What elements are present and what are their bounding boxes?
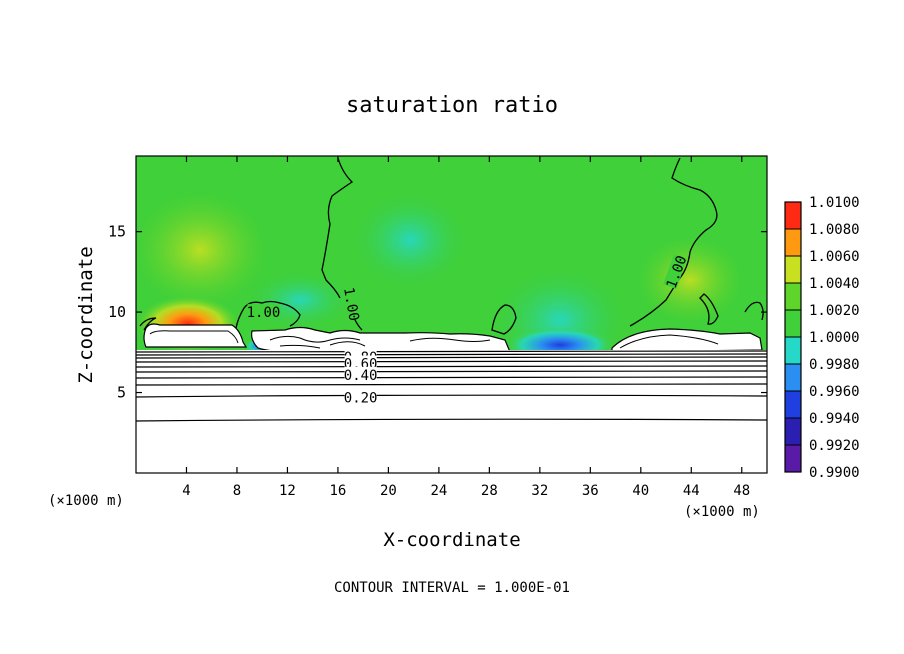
x-tick-label: 48 bbox=[733, 483, 750, 499]
x-tick-label: 28 bbox=[481, 483, 498, 499]
colorbar-label: 0.9920 bbox=[809, 438, 860, 454]
colorbar-segment bbox=[785, 337, 801, 365]
y-tick-label: 5 bbox=[117, 384, 126, 402]
contour-label-bg bbox=[663, 254, 688, 289]
lower-contour-lines bbox=[136, 350, 767, 422]
y-tick-label: 10 bbox=[108, 303, 126, 321]
plot-frame bbox=[135, 155, 768, 474]
colorbar-segment bbox=[785, 202, 801, 230]
x-tick-label: 4 bbox=[182, 483, 190, 499]
colorbar-segment bbox=[785, 418, 801, 446]
cloud-inner-contours bbox=[149, 330, 719, 349]
colorbar-label: 1.0060 bbox=[809, 249, 860, 265]
contour-label-bg bbox=[344, 389, 377, 404]
field-yellow-region bbox=[136, 190, 270, 310]
contour-labels: 1.001.001.000.800.600.400.20 bbox=[247, 254, 691, 407]
colorbar-label: 1.0020 bbox=[809, 303, 860, 319]
contour-label-bg bbox=[344, 366, 377, 381]
contour-label: 0.40 bbox=[344, 368, 378, 384]
plot-area bbox=[136, 156, 767, 473]
colorbar-segment bbox=[785, 445, 801, 473]
x-tick-label: 20 bbox=[380, 483, 397, 499]
x-unit-label-left: (×1000 m) bbox=[48, 493, 124, 509]
y-axis-label: Z-coordinate bbox=[75, 246, 97, 383]
colorbar-label: 0.9980 bbox=[809, 357, 860, 373]
colorbar-segment bbox=[785, 391, 801, 419]
x-axis: 4 8 12 16 20 24 28 32 36 40 44 48 bbox=[182, 156, 750, 499]
colorbar-label: 1.0000 bbox=[809, 330, 860, 346]
contour-label-bg bbox=[343, 286, 363, 321]
colorbar-segment bbox=[785, 283, 801, 311]
contour-label: 1.00 bbox=[340, 286, 362, 322]
contour-lines-1.00 bbox=[139, 157, 764, 335]
colorbar-segment bbox=[785, 310, 801, 338]
colorbar: 0.9900 0.9920 0.9940 0.9960 0.9980 1.0000 1.00… bbox=[784, 195, 860, 481]
colorbar-label: 0.9900 bbox=[809, 465, 860, 481]
colorbar-label: 1.0040 bbox=[809, 276, 860, 292]
contour-label: 0.20 bbox=[344, 390, 378, 406]
x-axis-label: X-coordinate bbox=[383, 529, 520, 551]
x-tick-label: 24 bbox=[430, 483, 447, 499]
x-tick-label: 8 bbox=[233, 483, 241, 499]
y-tick-label: 15 bbox=[108, 223, 126, 241]
colorbar-label: 0.9960 bbox=[809, 384, 860, 400]
colorbar-label: 0.9940 bbox=[809, 411, 860, 427]
x-tick-label: 16 bbox=[329, 483, 346, 499]
field-cyan-plume bbox=[350, 190, 470, 290]
lower-layer-white bbox=[136, 350, 767, 473]
x-tick-label: 36 bbox=[582, 483, 599, 499]
x-tick-label: 32 bbox=[531, 483, 548, 499]
x-tick-label: 40 bbox=[632, 483, 649, 499]
y-axis: 5 10 15 bbox=[108, 223, 767, 402]
colorbar-segment bbox=[785, 229, 801, 257]
colorbar-segment bbox=[785, 364, 801, 392]
cloud-regions bbox=[143, 323, 763, 354]
contour-label: 1.00 bbox=[247, 305, 281, 321]
colorbar-segment bbox=[785, 256, 801, 284]
contour-label-bg bbox=[247, 304, 280, 319]
colorbar-label: 1.0080 bbox=[809, 222, 860, 238]
contour-interval-note: CONTOUR INTERVAL = 1.000E-01 bbox=[334, 580, 570, 596]
x-tick-label: 12 bbox=[279, 483, 296, 499]
chart-title: saturation ratio bbox=[346, 93, 558, 118]
x-tick-label: 44 bbox=[683, 483, 700, 499]
contour-label-bg bbox=[344, 355, 377, 370]
colorbar-label: 1.0100 bbox=[809, 195, 860, 211]
x-unit-label-right: (×1000 m) bbox=[684, 504, 760, 520]
